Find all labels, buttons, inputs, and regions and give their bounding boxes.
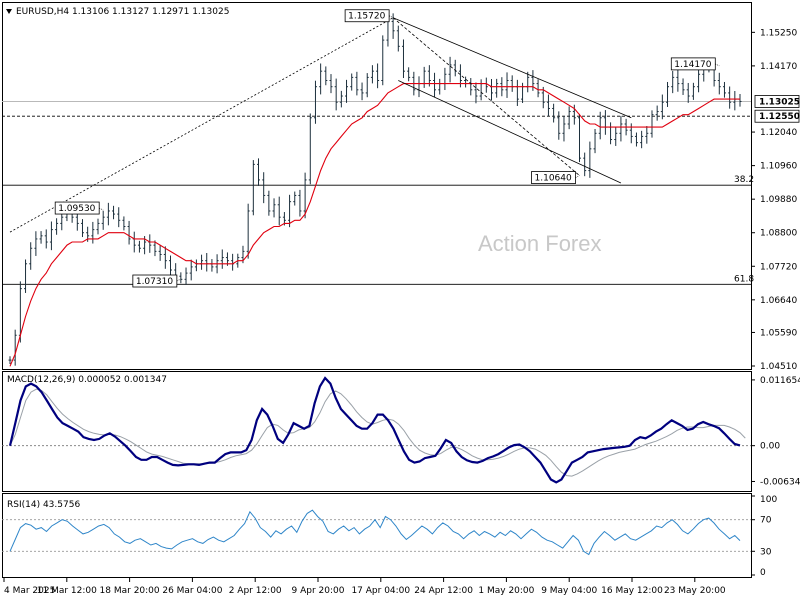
rsi-y-tick-label: 70	[760, 516, 772, 526]
y-tick-label: 1.04510	[760, 362, 797, 372]
y-tick-label: 1.05590	[760, 328, 797, 338]
y-tick-label: 1.12040	[760, 128, 797, 138]
chart-title: EURUSD,H4 1.13106 1.13127 1.12971 1.1302…	[16, 7, 229, 17]
swing-label-box	[344, 9, 390, 23]
current-price-label: 1.13025	[759, 97, 800, 107]
swing-label: 1.10640	[535, 174, 572, 184]
rsi-panel-frame	[2, 493, 752, 578]
fib-level-label: 38.2	[734, 175, 754, 185]
x-tick-label: 9 Apr 20:00	[292, 586, 345, 596]
y-tick-label: 1.15250	[760, 28, 797, 38]
y-tick-label: 1.08800	[760, 229, 797, 239]
x-tick-label: 23 May 20:00	[664, 586, 726, 596]
macd-panel-frame	[2, 371, 752, 492]
y-tick-label: 1.10960	[760, 162, 797, 172]
ema-series	[9, 83, 740, 367]
swing-label: 1.15720	[348, 12, 385, 22]
x-tick-label: 16 May 12:00	[601, 586, 663, 596]
x-tick-label: 1 May 20:00	[478, 586, 534, 596]
macd-series	[8, 376, 741, 484]
swing-label-leader	[575, 175, 580, 178]
swing-label-leader	[176, 278, 181, 282]
y-tick-label: 1.14170	[760, 62, 797, 72]
x-tick-label: 26 Mar 04:00	[162, 586, 222, 596]
swing-label-leader	[715, 63, 720, 67]
macd-y-tick-label: 0.011654	[760, 376, 800, 386]
chart-overlays: 1.15720 1.14170 1.09530 1.07310 1.10640	[9, 9, 720, 288]
rsi-y-tick-label: 100	[760, 495, 777, 505]
rsi-panel: 100 70 30 0	[2, 495, 777, 578]
support-price-label-box	[754, 109, 800, 123]
main-panel-frame	[2, 2, 752, 370]
rsi-y-tick-label: 0	[760, 568, 766, 578]
y-tick-label: 1.06640	[760, 296, 797, 306]
fib-level-label: 61.8	[734, 274, 754, 284]
support-price-label: 1.12550	[759, 112, 800, 122]
x-tick-label: 2 Apr 12:00	[229, 586, 282, 596]
macd-y-tick-label: -0.006345	[760, 477, 800, 487]
title-label: EURUSD,H4 1.13106 1.13127 1.12971 1.1302…	[6, 7, 229, 17]
swing-label-leader	[388, 15, 394, 19]
rsi-y-tick-label: 30	[760, 547, 772, 557]
macd-y-tick-label: 0.00	[760, 442, 780, 452]
macd-signal-series	[9, 388, 746, 477]
price-bars	[8, 13, 742, 366]
main-panel: 1.15250 1.14170 1.12040 1.10960 1.09880 1.088…	[2, 28, 800, 372]
current-price-label-box	[754, 95, 800, 108]
channel-lower-line	[398, 80, 622, 184]
ema-line	[9, 83, 740, 367]
channel-upper-line	[392, 17, 632, 119]
x-tick-label: 17 Apr 04:00	[351, 586, 410, 596]
swing-label: 1.07310	[136, 277, 173, 287]
rsi-label: RSI(14) 43.5756	[7, 500, 80, 510]
x-tick-label: 18 Mar 20:00	[100, 586, 160, 596]
x-tick-label: 24 Apr 12:00	[414, 586, 473, 596]
x-tick-label: 9 May 04:00	[541, 586, 597, 596]
x-tick-label: 4 Mar 2025	[4, 586, 55, 596]
y-tick-label: 1.07720	[760, 262, 797, 272]
title-triangle-icon	[6, 9, 12, 14]
rsi-series	[9, 509, 741, 556]
swing-label-leader	[99, 207, 104, 211]
y-tick-label: 1.09880	[760, 195, 797, 205]
swing-label: 1.14170	[674, 60, 711, 70]
trend-line-dotted	[9, 17, 394, 233]
swing-label: 1.09530	[58, 204, 95, 214]
x-tick-label: 11 Mar 12:00	[37, 586, 97, 596]
retrace-line-dotted	[392, 17, 580, 176]
macd-panel: 0.011654 0.00 -0.006345	[2, 376, 800, 487]
watermark: Action Forex	[478, 231, 602, 256]
macd-label: MACD(12,26,9) 0.000052 0.001347	[7, 375, 167, 385]
